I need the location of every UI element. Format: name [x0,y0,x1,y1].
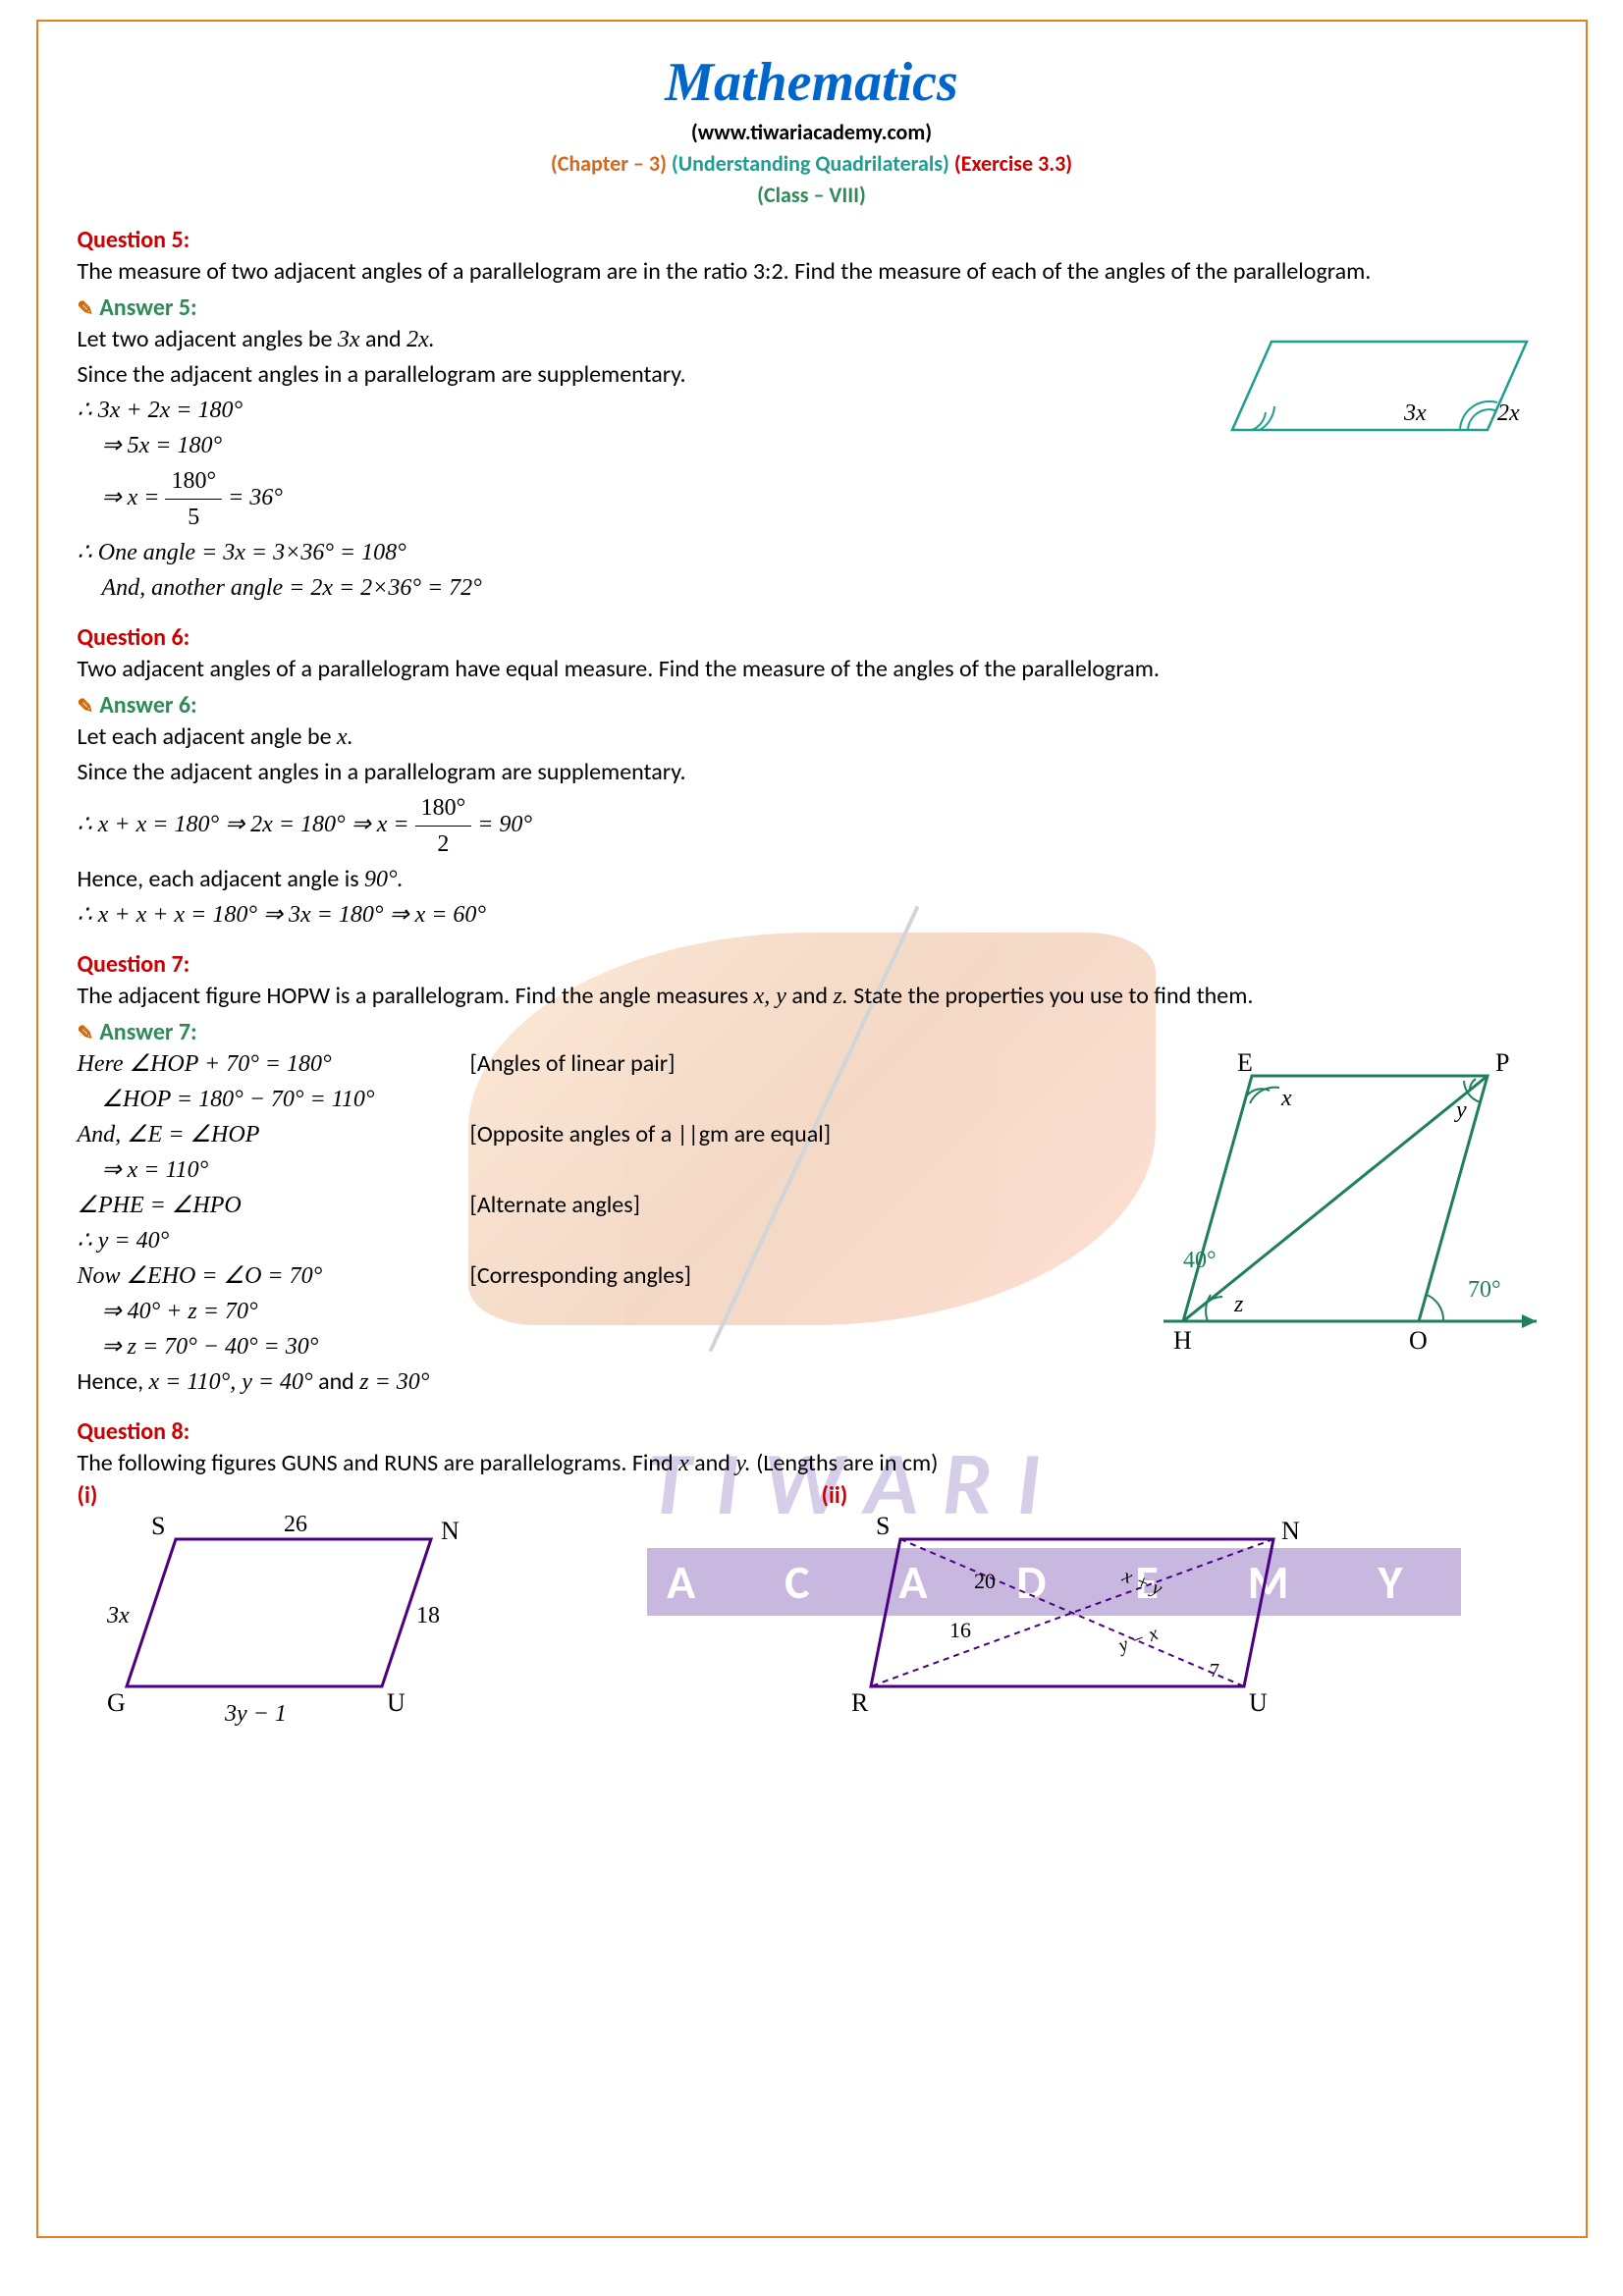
q5-text: The measure of two adjacent angles of a … [78,254,1546,290]
q5-label: Question 5: [78,226,1546,254]
q8f1-S: S [151,1512,165,1540]
q8f2-16: 16 [949,1618,971,1642]
q6-line1: Let each adjacent angle be x. [78,720,1546,755]
q5-figure: 3x 2x [1213,322,1546,459]
chapter-topic: (Understanding Quadrilaterals) [672,150,949,177]
q8f2-R: R [851,1688,869,1717]
q6-eq1: ∴ x + x = 180° ⇒ 2x = 180° ⇒ x = 180°2 =… [78,790,1546,862]
q7-70: 70° [1468,1277,1501,1303]
chapter-heading: (Chapter – 3) (Understanding Quadrilater… [78,150,1546,177]
class-label: (Class – VIII) [78,182,1546,208]
q8f2-yx: y − x [1113,1623,1161,1658]
q6-eq2: ∴ x + x + x = 180° ⇒ 3x = 180° ⇒ x = 60° [78,897,1546,933]
q7-H: H [1173,1326,1192,1355]
q8f2-xy: x + y [1118,1565,1165,1600]
q7-text: The adjacent figure HOPW is a parallelog… [78,979,1546,1014]
q8f1-3x: 3x [106,1603,130,1629]
q8f2-20: 20 [974,1569,996,1593]
q8f2-N: N [1281,1517,1300,1545]
q7-E: E [1237,1048,1253,1077]
q8f1-18: 18 [416,1603,440,1629]
q5-eq5: And, another angle = 2x = 2×36° = 72° [102,570,1546,606]
q8-sub-ii: (ii) [822,1481,848,1510]
q7-z: z [1233,1292,1244,1317]
q7-y: y [1454,1097,1467,1123]
q6-label: Question 6: [78,623,1546,652]
exercise-number: (Exercise 3.3) [954,150,1072,177]
website-link[interactable]: (www.tiwariacademy.com) [78,119,1546,145]
q7-P: P [1495,1048,1509,1077]
q5-eq3: ⇒ x = 180°5 = 36° [102,463,1546,535]
q8f1-G: G [107,1688,126,1717]
q5-fig-3x: 3x [1403,400,1427,426]
q8f1-U: U [387,1688,406,1717]
page-title: Mathematics [78,51,1546,114]
q6-line3: Hence, each adjacent angle is 90°. [78,862,1546,897]
q7-label: Question 7: [78,950,1546,979]
chapter-number: (Chapter – 3) [551,150,667,177]
q8f2-S: S [876,1512,890,1540]
q8-figure1: S N G U 26 3x 18 3y − 1 [78,1510,490,1735]
q7-40: 40° [1183,1248,1217,1273]
q8-sub-i: (i) [78,1481,98,1510]
q5-fig-2x: 2x [1497,400,1520,426]
q8f1-N: N [441,1517,460,1545]
q8-figures-row: (i) S N G U 26 3x 18 3y − 1 (ii) S N R U… [78,1481,1546,1735]
a5-label: Answer 5: [78,294,1546,322]
q8-figure2: S N R U 20 16 x + y y − x 7 [822,1510,1313,1735]
q6-line2: Since the adjacent angles in a parallelo… [78,755,1546,790]
a6-label: Answer 6: [78,691,1546,720]
q8-text: The following figures GUNS and RUNS are … [78,1446,1546,1481]
q7-O: O [1409,1326,1428,1355]
q6-text: Two adjacent angles of a parallelogram h… [78,652,1546,687]
q7-x: x [1280,1086,1292,1111]
q7-figure: E P H O x y z 40° 70° [1154,1046,1546,1370]
q8f2-U: U [1249,1688,1268,1717]
q8f1-3y: 3y − 1 [224,1701,287,1727]
q8-label: Question 8: [78,1417,1546,1446]
q8f2-7: 7 [1210,1660,1219,1682]
a7-label: Answer 7: [78,1018,1546,1046]
q8f1-26: 26 [284,1512,307,1537]
q5-eq4: ∴ One angle = 3x = 3×36° = 108° [78,535,1546,570]
page-container: TIWARI A C A D E M Y Mathematics (www.ti… [36,20,1588,2238]
